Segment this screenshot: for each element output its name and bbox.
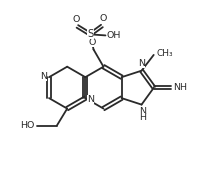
Text: S: S — [87, 29, 94, 39]
Text: OH: OH — [107, 31, 121, 40]
Text: N: N — [139, 107, 146, 116]
Text: O: O — [72, 15, 79, 24]
Text: CH₃: CH₃ — [156, 49, 173, 58]
Text: O: O — [89, 38, 96, 47]
Text: NH: NH — [173, 83, 187, 92]
Text: N: N — [40, 72, 47, 81]
Text: N: N — [138, 59, 146, 68]
Text: HO: HO — [21, 121, 35, 130]
Text: O: O — [99, 15, 107, 23]
Text: N: N — [88, 95, 94, 104]
Text: H: H — [139, 113, 146, 122]
